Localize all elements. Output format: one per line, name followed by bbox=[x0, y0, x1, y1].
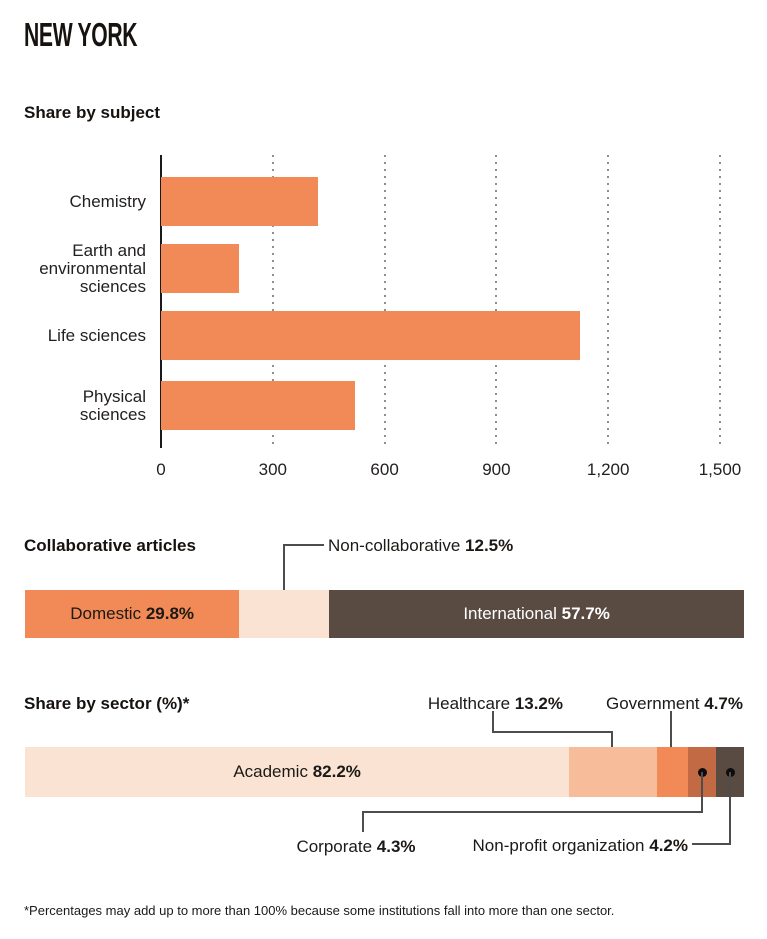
category-label-life-sciences: Life sciences bbox=[47, 325, 146, 345]
sector-heading: Share by sector (%)* bbox=[24, 694, 190, 713]
academic-label: Academic 82.2% bbox=[233, 762, 361, 781]
x-tick-900: 900 bbox=[482, 460, 511, 479]
gridline bbox=[607, 155, 610, 445]
corporate-callout-line-h bbox=[362, 811, 703, 813]
x-tick-600: 600 bbox=[370, 460, 399, 479]
government-callout-line-v bbox=[670, 711, 672, 769]
category-label-earth-env: Earth and environmental sciences bbox=[39, 240, 146, 296]
x-tick-300: 300 bbox=[258, 460, 287, 479]
healthcare-callout-line-h bbox=[492, 731, 613, 733]
gridline bbox=[719, 155, 721, 445]
government-callout-label: Government 4.7% bbox=[605, 694, 743, 713]
nonprofit-callout-label: Non-profit organization 4.2% bbox=[472, 836, 688, 855]
subject-chart-heading: Share by subject bbox=[24, 103, 161, 122]
category-label-physical-sciences: Physical sciences bbox=[79, 386, 146, 424]
corporate-callout-line-v2 bbox=[362, 811, 364, 832]
corporate-callout-label: Corporate 4.3% bbox=[296, 837, 416, 856]
nonprofit-callout-line-v bbox=[729, 772, 731, 845]
segment-domestic: Domestic 29.8% bbox=[25, 590, 240, 638]
x-tick-1500: 1,500 bbox=[698, 460, 742, 479]
collab-bar: Domestic 29.8% International 57.7% bbox=[25, 590, 744, 638]
x-tick-1200: 1,200 bbox=[586, 460, 630, 479]
y-axis-line bbox=[160, 155, 162, 448]
healthcare-callout-label: Healthcare 13.2% bbox=[427, 694, 563, 713]
chart-row-life-sciences: Life sciences bbox=[0, 311, 767, 360]
gridline bbox=[383, 155, 386, 445]
chart-row-physical-sciences: Physical sciences bbox=[0, 381, 767, 430]
noncollab-callout-label: Non-collaborative 12.5% bbox=[328, 536, 514, 555]
chart-row-chemistry: Chemistry bbox=[0, 177, 767, 226]
bar-chemistry bbox=[161, 177, 318, 226]
segment-healthcare bbox=[569, 747, 657, 797]
x-tick-0: 0 bbox=[156, 460, 166, 479]
bar-physical-sciences bbox=[161, 381, 355, 430]
bar-life-sciences bbox=[161, 311, 581, 360]
corporate-callout-line-v1 bbox=[701, 772, 703, 813]
nonprofit-callout-line-h bbox=[692, 843, 731, 845]
chart-row-earth-env: Earth and environmental sciences bbox=[0, 240, 767, 296]
gridline bbox=[271, 155, 274, 445]
domestic-label: Domestic 29.8% bbox=[70, 604, 195, 623]
page-title: NEW YORK bbox=[24, 16, 138, 53]
international-label: International 57.7% bbox=[463, 604, 610, 623]
noncollab-callout-line-v bbox=[283, 544, 285, 620]
segment-non-collaborative bbox=[239, 590, 330, 638]
healthcare-callout-line-v1 bbox=[492, 711, 494, 733]
category-label-chemistry: Chemistry bbox=[69, 191, 146, 211]
gridline bbox=[495, 155, 498, 445]
footnote: *Percentages may add up to more than 100… bbox=[24, 903, 615, 918]
segment-international: International 57.7% bbox=[329, 590, 744, 638]
bar-earth-env bbox=[161, 244, 240, 293]
collab-heading: Collaborative articles bbox=[24, 536, 196, 555]
segment-government bbox=[656, 747, 688, 797]
sector-bar: Academic 82.2% bbox=[25, 747, 744, 797]
noncollab-callout-line-h bbox=[284, 544, 324, 546]
segment-academic: Academic 82.2% bbox=[25, 747, 570, 797]
